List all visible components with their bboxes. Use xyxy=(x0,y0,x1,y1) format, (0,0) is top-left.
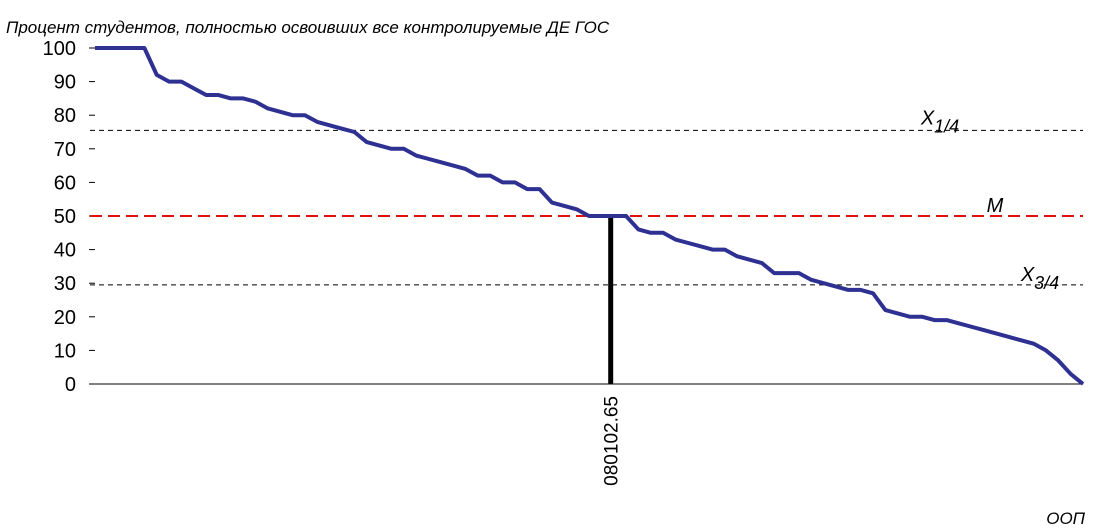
reference-label-name: X xyxy=(1020,264,1035,286)
reference-label: X1/4 xyxy=(920,107,959,136)
series-line xyxy=(95,46,1085,386)
x-axis-title: ООП xyxy=(1046,509,1085,528)
reference-label: M xyxy=(987,195,1004,217)
y-tick-label: 20 xyxy=(54,307,76,329)
reference-label: X3/4 xyxy=(1020,264,1059,293)
reference-label-name: X xyxy=(920,107,935,129)
y-tick-label: 0 xyxy=(65,374,76,396)
reference-label-sub: 3/4 xyxy=(1034,273,1059,293)
y-tick-label: 30 xyxy=(54,273,76,295)
y-tick-label: 10 xyxy=(54,340,76,362)
y-tick-label: 40 xyxy=(54,240,76,262)
reference-label-sub: 1/4 xyxy=(934,116,959,136)
reference-label-name: M xyxy=(987,195,1004,217)
y-tick-label: 80 xyxy=(54,105,76,127)
y-tick-label: 100 xyxy=(43,38,76,60)
y-tick-label: 90 xyxy=(54,72,76,94)
chart-title: Процент студентов, полностью освоивших в… xyxy=(6,18,610,37)
y-tick-label: 60 xyxy=(54,172,76,194)
y-tick-label: 70 xyxy=(54,139,76,161)
y-tick-label: 50 xyxy=(54,206,76,228)
x-tick-label: 080102.65 xyxy=(602,396,623,486)
